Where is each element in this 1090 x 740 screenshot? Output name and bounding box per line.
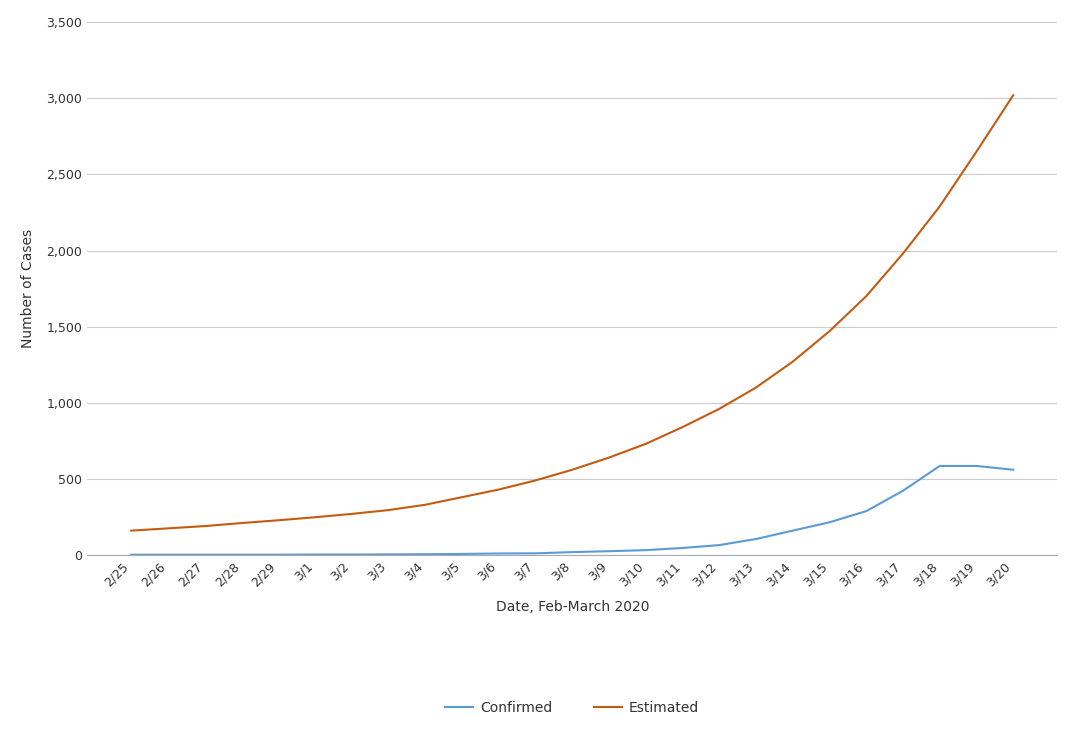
- Estimated: [456, 493, 469, 502]
- Estimated: [124, 526, 137, 535]
- Confirmed: [750, 534, 763, 543]
- Confirmed: [713, 541, 726, 550]
- Confirmed: [603, 547, 616, 556]
- Confirmed: [786, 526, 799, 535]
- Estimated: [346, 509, 359, 518]
- Confirmed: [860, 507, 873, 516]
- Confirmed: [271, 551, 284, 559]
- Estimated: [860, 292, 873, 300]
- Legend: Confirmed, Estimated: Confirmed, Estimated: [440, 695, 704, 720]
- Estimated: [676, 423, 689, 431]
- Estimated: [970, 147, 983, 156]
- Confirmed: [529, 549, 542, 558]
- Estimated: [1007, 91, 1020, 100]
- Confirmed: [161, 551, 174, 559]
- Confirmed: [308, 550, 322, 559]
- Estimated: [493, 485, 506, 494]
- Confirmed: [970, 462, 983, 471]
- Confirmed: [456, 550, 469, 559]
- Estimated: [786, 357, 799, 366]
- Estimated: [235, 519, 249, 528]
- Estimated: [308, 513, 322, 522]
- Line: Confirmed: Confirmed: [131, 466, 1014, 555]
- Estimated: [198, 522, 211, 531]
- Estimated: [713, 405, 726, 414]
- Estimated: [382, 505, 395, 514]
- Confirmed: [823, 518, 836, 527]
- Confirmed: [346, 550, 359, 559]
- Confirmed: [235, 551, 249, 559]
- Confirmed: [933, 462, 946, 471]
- Confirmed: [896, 486, 909, 495]
- Confirmed: [676, 544, 689, 553]
- Estimated: [419, 500, 432, 509]
- Estimated: [750, 383, 763, 392]
- Confirmed: [198, 551, 211, 559]
- Estimated: [896, 249, 909, 258]
- Estimated: [529, 476, 542, 485]
- Confirmed: [419, 550, 432, 559]
- Confirmed: [566, 548, 579, 556]
- Y-axis label: Number of Cases: Number of Cases: [22, 229, 35, 348]
- X-axis label: Date, Feb-March 2020: Date, Feb-March 2020: [496, 600, 649, 614]
- Confirmed: [1007, 465, 1020, 474]
- Confirmed: [382, 550, 395, 559]
- Estimated: [639, 440, 652, 448]
- Estimated: [271, 516, 284, 525]
- Estimated: [603, 453, 616, 462]
- Line: Estimated: Estimated: [131, 95, 1014, 531]
- Estimated: [933, 202, 946, 211]
- Estimated: [566, 465, 579, 474]
- Confirmed: [639, 545, 652, 554]
- Estimated: [161, 524, 174, 533]
- Estimated: [823, 327, 836, 336]
- Confirmed: [493, 549, 506, 558]
- Confirmed: [124, 551, 137, 559]
